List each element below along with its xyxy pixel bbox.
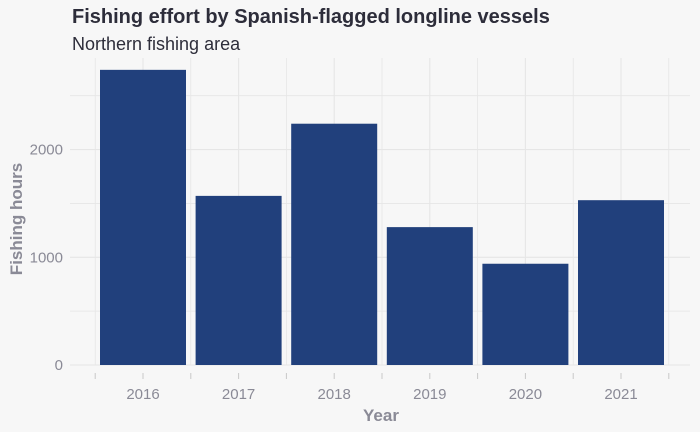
bar-2017 <box>195 195 282 365</box>
x-tick-labels: 2016 2017 2018 2019 2020 2021 <box>126 386 637 403</box>
x-axis-title: Year <box>363 406 399 425</box>
bar-2020 <box>482 263 569 365</box>
x-tick-label: 2016 <box>126 386 159 403</box>
tick-marks <box>94 373 670 379</box>
chart-title: Fishing effort by Spanish-flagged longli… <box>72 6 550 28</box>
y-tick-label: 0 <box>55 357 63 374</box>
x-tick-label: 2019 <box>413 386 446 403</box>
y-tick-labels: 0 1000 2000 <box>30 142 63 374</box>
chart-subtitle: Northern fishing area <box>72 34 241 54</box>
bar-2018 <box>291 123 378 365</box>
x-tick-label: 2017 <box>222 386 255 403</box>
bars <box>100 69 664 365</box>
x-tick-label: 2018 <box>318 386 351 403</box>
bar-2021 <box>578 200 664 365</box>
y-tick-label: 2000 <box>30 142 63 159</box>
y-axis-title: Fishing hours <box>7 163 26 275</box>
bar-2016 <box>100 69 186 365</box>
x-tick-label: 2020 <box>509 386 542 403</box>
bar-2019 <box>386 227 473 365</box>
x-tick-label: 2021 <box>604 386 637 403</box>
y-tick-label: 1000 <box>30 249 63 266</box>
